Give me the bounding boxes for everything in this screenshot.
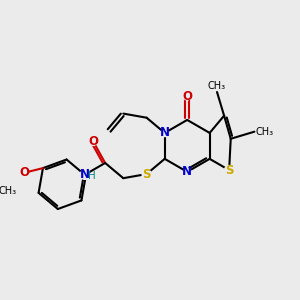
Circle shape — [184, 93, 191, 100]
Text: N: N — [80, 168, 90, 181]
Circle shape — [161, 129, 168, 137]
Text: O: O — [19, 166, 29, 179]
Text: O: O — [88, 135, 98, 148]
Circle shape — [184, 168, 191, 176]
Text: N: N — [182, 165, 192, 178]
Circle shape — [80, 170, 89, 179]
Circle shape — [225, 166, 234, 175]
Text: N: N — [160, 126, 170, 140]
Text: CH₃: CH₃ — [255, 127, 274, 137]
Text: H: H — [88, 171, 96, 182]
Text: S: S — [142, 168, 151, 181]
Text: CH₃: CH₃ — [0, 186, 16, 196]
Circle shape — [90, 138, 97, 146]
Text: O: O — [182, 90, 192, 103]
Text: CH₃: CH₃ — [208, 81, 226, 91]
Circle shape — [20, 169, 28, 176]
Circle shape — [142, 169, 151, 178]
Text: S: S — [225, 164, 233, 177]
